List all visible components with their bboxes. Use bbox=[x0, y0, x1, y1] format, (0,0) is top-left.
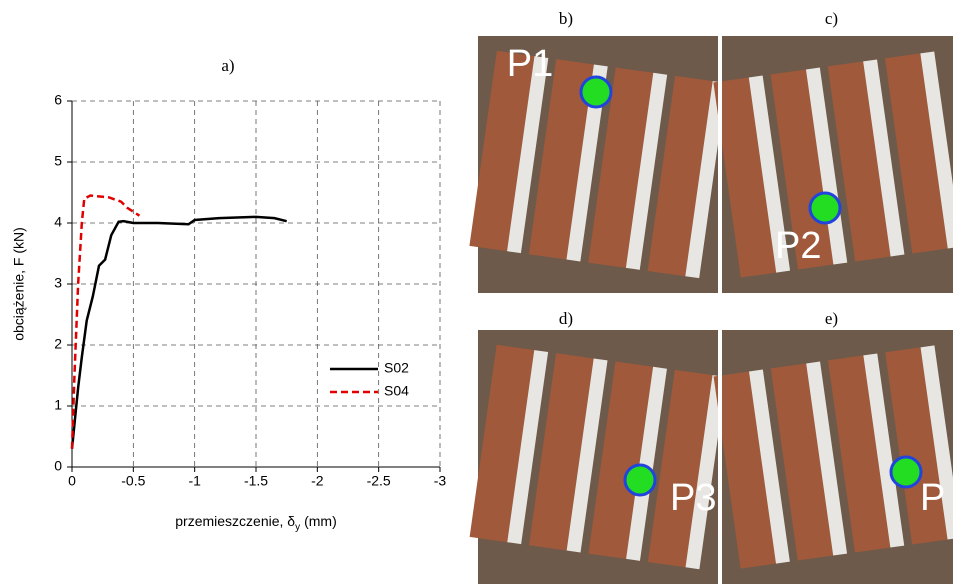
photo-mortar bbox=[685, 375, 727, 570]
photo-block bbox=[884, 53, 948, 254]
photo-mortar bbox=[920, 345, 953, 540]
point-label: P3 bbox=[670, 477, 716, 519]
photo-block bbox=[469, 50, 535, 252]
x-tick-label: 0 bbox=[68, 473, 76, 489]
divider bbox=[718, 36, 722, 584]
photo-mortar bbox=[626, 366, 667, 561]
photo-mortar bbox=[863, 353, 905, 548]
photo-block bbox=[770, 363, 834, 561]
y-tick-label: 5 bbox=[54, 153, 62, 169]
photo-block bbox=[647, 369, 713, 568]
panel-label: c) bbox=[825, 9, 838, 28]
y-tick-label: 1 bbox=[54, 397, 62, 413]
y-tick-label: 6 bbox=[54, 92, 62, 108]
photo-block bbox=[827, 61, 891, 262]
y-tick-label: 4 bbox=[54, 214, 62, 230]
photo-block bbox=[713, 77, 777, 278]
series-line bbox=[70, 215, 287, 449]
x-axis-label: przemieszczenie, δy (mm) bbox=[175, 513, 337, 533]
photo-mortar bbox=[625, 72, 668, 270]
y-tick-label: 0 bbox=[54, 458, 62, 474]
photo-mortar bbox=[748, 369, 790, 564]
marker-point bbox=[579, 75, 613, 109]
photo-panels: b) P1 c) P2 d) P3 e) P bbox=[469, 9, 953, 584]
point-label: P2 bbox=[775, 225, 821, 267]
photo-mortar bbox=[863, 59, 905, 257]
photo-block bbox=[885, 347, 948, 545]
series-line bbox=[70, 194, 141, 449]
panel-label: e) bbox=[825, 309, 838, 328]
x-tick-label: -1.5 bbox=[244, 473, 268, 489]
x-tick-label: -1 bbox=[188, 473, 201, 489]
point-label: P1 bbox=[507, 43, 553, 85]
photo-mortar bbox=[748, 75, 791, 273]
legend-label: S02 bbox=[384, 360, 409, 376]
point-label: P bbox=[920, 477, 945, 519]
chart-title: a) bbox=[221, 56, 234, 75]
marker-point bbox=[889, 455, 923, 489]
photo-block bbox=[827, 355, 891, 553]
photo-mortar bbox=[566, 64, 608, 262]
x-label-unit: (mm) bbox=[304, 513, 337, 529]
photo-mortar bbox=[507, 56, 549, 254]
photo-mortar bbox=[920, 51, 953, 249]
photo-block bbox=[528, 59, 594, 260]
x-tick-label: -3 bbox=[434, 473, 447, 489]
photo-mortar bbox=[685, 81, 727, 279]
photo-mortar bbox=[566, 358, 608, 553]
panel-label: d) bbox=[559, 309, 573, 328]
photo-mortar bbox=[806, 361, 848, 556]
photo-block bbox=[713, 371, 776, 569]
x-label-text: przemieszczenie, δ bbox=[175, 513, 295, 529]
x-tick-label: -2.5 bbox=[367, 473, 391, 489]
marker-point bbox=[623, 463, 657, 497]
panel-label: b) bbox=[559, 9, 573, 28]
y-tick-label: 3 bbox=[54, 275, 62, 291]
y-axis-label: obciążenie, F (kN) bbox=[11, 227, 27, 341]
x-label-sub: y bbox=[295, 522, 300, 533]
photo-block bbox=[469, 344, 535, 543]
x-tick-label: -2 bbox=[311, 473, 324, 489]
y-tick-label: 2 bbox=[54, 336, 62, 352]
photo-block bbox=[647, 75, 713, 277]
photo-block bbox=[529, 353, 594, 551]
photo-block bbox=[588, 361, 654, 559]
photo-mortar bbox=[507, 350, 549, 545]
photo-block bbox=[588, 67, 654, 268]
x-tick-label: -0.5 bbox=[121, 473, 145, 489]
marker-point bbox=[808, 191, 842, 225]
legend-label: S04 bbox=[384, 383, 409, 399]
